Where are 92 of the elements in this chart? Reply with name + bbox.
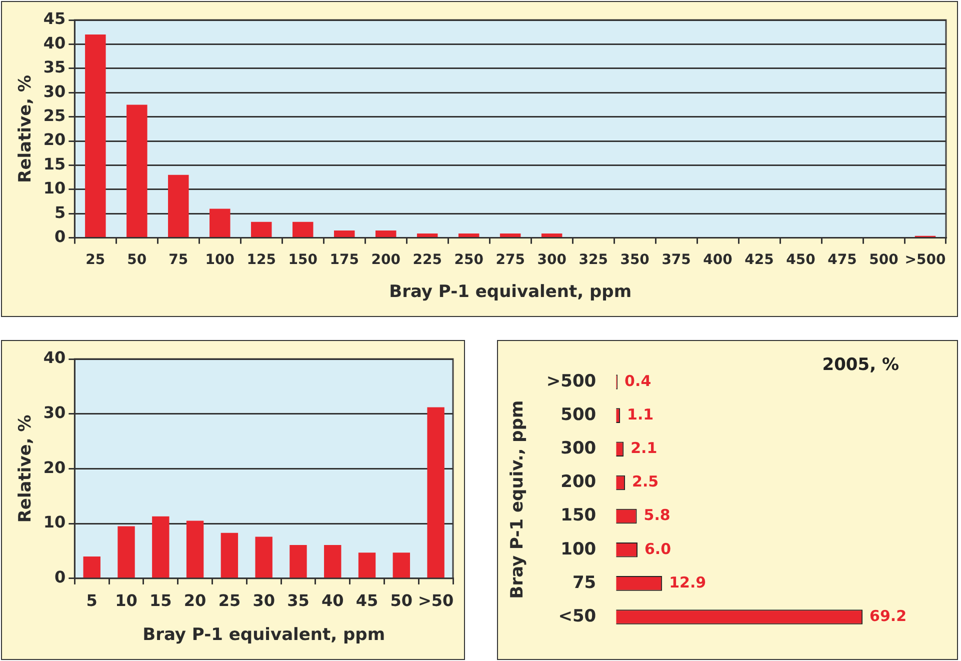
x-tick-label: 325 [578,252,608,268]
chart-title: 2005, % [822,355,899,375]
x-axis-title: Bray P-1 equivalent, ppm [389,282,632,302]
x-tick-label: 25 [86,252,106,268]
x-tick-label: 100 [205,252,235,268]
x-tick-label: 50 [390,591,413,610]
bar [168,174,189,238]
y-tick-label: >500 [546,371,596,392]
x-tick-label: 40 [321,591,344,610]
x-tick-label: >50 [418,591,454,610]
x-axis-title: Bray P-1 equivalent, ppm [142,625,386,646]
y-tick-label: 0 [54,568,66,587]
x-tick-label: 150 [288,252,318,268]
data-label: 0.4 [624,372,652,390]
x-tick-label: 300 [537,252,567,268]
x-tick-label: 125 [246,252,276,268]
y-tick-label: 20 [43,130,66,150]
y-tick-label: 40 [43,33,66,52]
x-tick-label: 45 [356,591,378,610]
bar [118,526,135,578]
y-tick-label: 0 [54,226,66,246]
x-tick-label: 475 [828,252,857,268]
bar [427,407,444,578]
bar [375,230,396,238]
y-tick-label: 200 [560,472,596,492]
y-tick-label: 10 [43,512,66,532]
y-axis-title: Bray P-1 equiv., ppm [508,400,528,599]
bar [324,544,342,578]
bar [290,544,307,578]
y-tick-label: 30 [43,403,66,422]
bar [255,536,272,578]
bar [292,222,314,238]
x-tick-label: 400 [703,252,733,268]
x-tick-label: 275 [496,252,525,268]
x-tick-label: 15 [150,591,172,610]
x-tick-label: 375 [662,252,691,268]
bar [334,230,355,238]
x-tick-label: 75 [168,252,188,268]
x-tick-label: 175 [330,252,359,268]
y-tick-label: 300 [560,438,596,459]
y-tick-label: 75 [572,572,596,593]
x-tick-label: 50 [127,252,147,268]
x-tick-label: 30 [252,591,275,610]
y-tick-label: 20 [43,458,66,477]
y-tick-label: 25 [43,106,66,125]
bar [358,552,376,578]
y-tick-label: 35 [43,58,66,77]
data-label: 5.8 [644,506,670,524]
bar [251,222,272,238]
x-tick-label: >500 [904,252,946,268]
bar [126,104,148,238]
x-tick-label: 35 [287,591,310,610]
bar [210,208,230,238]
x-tick-label: 225 [412,252,442,268]
bar [392,552,410,578]
x-tick-label: 500 [869,252,899,268]
data-label: 12.9 [669,573,706,592]
x-tick-label: 5 [86,591,98,610]
x-tick-label: 250 [454,252,484,268]
x-tick-label: 350 [620,252,650,268]
bar [85,34,106,238]
x-tick-label: 10 [115,591,138,610]
y-tick-label: 45 [43,9,66,28]
bar [152,516,170,578]
bar [220,532,238,578]
x-tick-label: 20 [184,591,206,610]
bar [458,233,480,238]
data-label: 2.1 [630,439,658,458]
y-tick-label: 500 [560,404,596,425]
y-tick-label: 10 [43,178,66,198]
data-label: 6.0 [644,540,672,558]
x-tick-label: 450 [786,252,816,268]
y-axis-title: Relative, % [16,74,36,183]
x-tick-label: 200 [371,252,401,268]
y-tick-label: <50 [558,606,596,626]
data-label: 69.2 [870,606,907,625]
data-label: 2.5 [632,472,659,491]
y-tick-label: 40 [43,348,66,368]
x-tick-label: 25 [218,591,241,610]
y-tick-label: 100 [560,539,596,560]
bar [416,233,438,238]
bar [500,233,521,238]
bar [83,556,100,578]
y-axis-title: Relative, % [16,414,36,523]
y-tick-label: 5 [54,202,66,222]
y-tick-label: 150 [560,506,596,526]
bar [541,233,562,238]
data-label: 1.1 [627,405,654,424]
bar [186,520,204,578]
y-tick-label: 15 [43,154,66,174]
x-tick-label: 425 [744,252,774,268]
y-tick-label: 30 [43,82,66,101]
